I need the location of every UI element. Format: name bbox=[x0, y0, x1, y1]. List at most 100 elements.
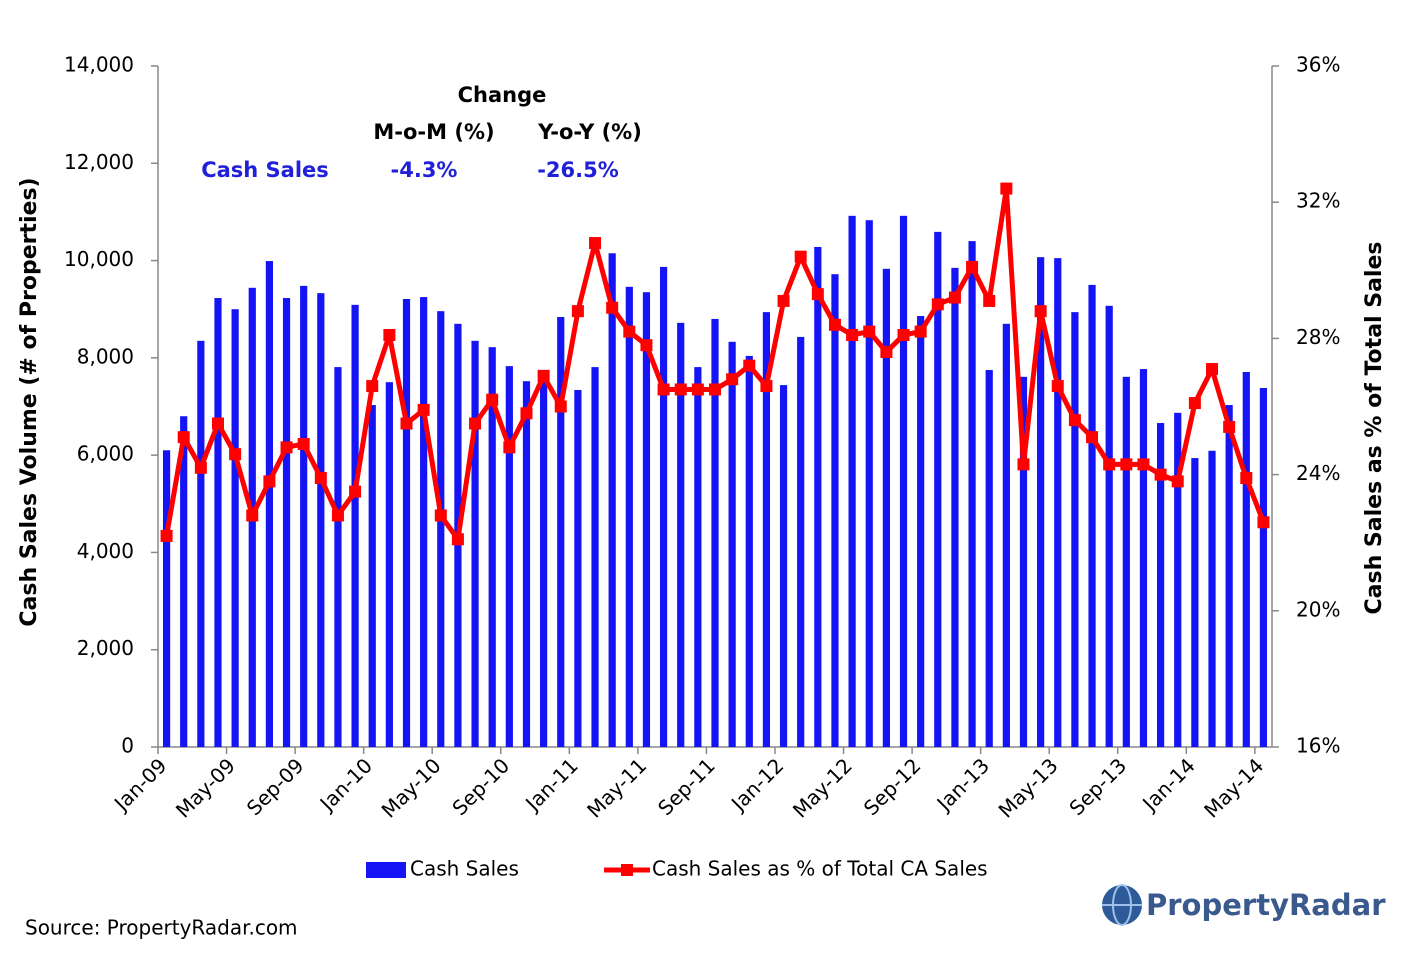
bar bbox=[1208, 450, 1216, 747]
line-marker bbox=[794, 250, 807, 263]
line-marker bbox=[811, 288, 824, 301]
y-tick-label: 10,000 bbox=[64, 247, 134, 271]
bar bbox=[968, 241, 976, 747]
line-marker bbox=[383, 328, 396, 341]
y2-tick-label: 28% bbox=[1296, 325, 1340, 349]
y-tick-label: 8,000 bbox=[77, 344, 134, 368]
bar bbox=[779, 385, 788, 747]
bar bbox=[437, 311, 445, 747]
x-tick-label: Sep-13 bbox=[1064, 753, 1131, 820]
y2-tick-label: 36% bbox=[1296, 53, 1340, 77]
annotation-title: Change bbox=[458, 83, 547, 107]
x-tick-label: Jan-14 bbox=[1136, 753, 1199, 816]
y-tick-label: 14,000 bbox=[64, 53, 134, 77]
line-marker bbox=[366, 380, 379, 393]
bar bbox=[762, 312, 771, 747]
line-marker bbox=[263, 475, 276, 488]
legend-swatch-marker bbox=[621, 864, 633, 876]
bar bbox=[231, 309, 239, 747]
bar bbox=[608, 253, 616, 747]
line-marker bbox=[417, 403, 430, 416]
y-axis-title: Cash Sales Volume (# of Properties) bbox=[17, 177, 42, 626]
bar bbox=[625, 286, 633, 747]
legend-label: Cash Sales bbox=[410, 857, 519, 881]
line-marker bbox=[1068, 414, 1081, 427]
logo: PropertyRadar bbox=[1102, 884, 1386, 926]
x-tick-label: Sep-10 bbox=[447, 753, 514, 820]
bar bbox=[1174, 412, 1182, 747]
legend-swatch bbox=[366, 862, 406, 878]
line-marker bbox=[1000, 182, 1013, 195]
bar bbox=[334, 367, 342, 747]
line-marker bbox=[691, 383, 704, 396]
x-tick-label: Jan-12 bbox=[725, 753, 788, 816]
line-marker bbox=[726, 373, 739, 386]
line-marker bbox=[1154, 468, 1167, 481]
bar bbox=[642, 292, 651, 747]
line-marker bbox=[1257, 516, 1270, 529]
y-tick-label: 2,000 bbox=[77, 636, 134, 660]
line-marker bbox=[503, 441, 516, 454]
bar bbox=[745, 355, 753, 747]
line-marker bbox=[297, 437, 310, 450]
bar bbox=[420, 297, 428, 747]
line-marker bbox=[657, 383, 670, 396]
bar bbox=[540, 377, 548, 747]
line-marker bbox=[229, 448, 242, 461]
bar bbox=[162, 450, 171, 747]
bar bbox=[265, 261, 273, 747]
annotation-value: -26.5% bbox=[537, 158, 619, 182]
line-marker bbox=[486, 393, 499, 406]
line-marker bbox=[1051, 380, 1064, 393]
y-tick-label: 6,000 bbox=[77, 442, 134, 466]
bar bbox=[1002, 323, 1010, 747]
bar bbox=[1225, 405, 1233, 747]
bar bbox=[1088, 284, 1096, 747]
bar bbox=[385, 382, 393, 747]
line-marker bbox=[897, 328, 910, 341]
bar bbox=[728, 341, 736, 747]
bar bbox=[1122, 376, 1130, 747]
line-marker bbox=[674, 383, 687, 396]
line-marker bbox=[520, 407, 533, 420]
line-marker bbox=[1034, 305, 1047, 318]
line-marker bbox=[177, 431, 190, 444]
bar bbox=[591, 367, 599, 747]
line-marker bbox=[571, 305, 584, 318]
bar bbox=[505, 366, 513, 747]
x-tick-label: May-12 bbox=[788, 753, 857, 822]
line-marker bbox=[160, 529, 173, 542]
line-marker bbox=[983, 294, 996, 307]
line-marker bbox=[434, 509, 447, 522]
y-tick-label: 12,000 bbox=[64, 150, 134, 174]
x-tick-label: Jan-10 bbox=[314, 753, 377, 816]
bar bbox=[951, 267, 959, 747]
bar bbox=[1105, 305, 1113, 747]
bar bbox=[1071, 312, 1079, 747]
line-marker bbox=[1120, 458, 1133, 471]
line-marker bbox=[314, 472, 327, 485]
x-tick-label: Sep-11 bbox=[653, 753, 720, 820]
line-marker bbox=[709, 383, 721, 396]
line-marker bbox=[537, 369, 550, 382]
line-marker bbox=[948, 291, 961, 304]
bar bbox=[659, 266, 668, 747]
source: Source: PropertyRadar.com bbox=[25, 916, 298, 940]
bar bbox=[1191, 458, 1199, 747]
bar bbox=[197, 340, 205, 747]
bar bbox=[1054, 258, 1062, 747]
y2-tick-label: 32% bbox=[1296, 189, 1340, 213]
line-marker bbox=[1171, 475, 1184, 488]
line-marker bbox=[280, 441, 293, 454]
annotation-row-label: Cash Sales bbox=[201, 158, 329, 182]
bar bbox=[351, 304, 359, 747]
logo-text: PropertyRadar bbox=[1146, 888, 1386, 922]
line-marker bbox=[1137, 458, 1150, 471]
x-tick-label: Jan-11 bbox=[519, 753, 582, 816]
x-tick-label: Jan-09 bbox=[108, 753, 171, 816]
bar bbox=[1242, 371, 1250, 747]
line-marker bbox=[1017, 458, 1030, 471]
line-marker bbox=[623, 325, 636, 338]
line-marker bbox=[966, 260, 979, 273]
